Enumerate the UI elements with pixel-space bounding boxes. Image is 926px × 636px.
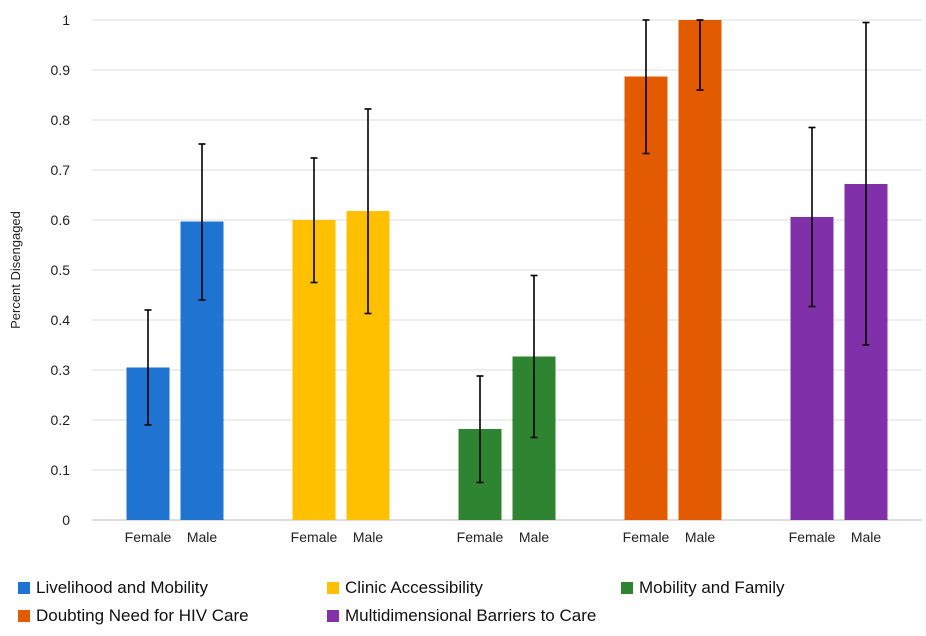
legend-item: Doubting Need for HIV Care xyxy=(18,606,249,626)
y-tick-label: 0.8 xyxy=(51,112,71,128)
legend: Livelihood and Mobility Clinic Accessibi… xyxy=(18,578,918,634)
y-tick-label: 0.6 xyxy=(51,212,71,228)
legend-swatch xyxy=(327,610,339,622)
y-tick-label: 0 xyxy=(62,512,70,528)
y-tick-label: 0.1 xyxy=(51,462,71,478)
x-tick-label: Male xyxy=(685,529,716,545)
y-axis-label: Percent Disengaged xyxy=(8,211,23,329)
legend-label: Mobility and Family xyxy=(639,578,785,597)
y-tick-label: 0.7 xyxy=(51,162,71,178)
y-tick-label: 0.5 xyxy=(51,262,71,278)
legend-label: Doubting Need for HIV Care xyxy=(36,606,249,625)
legend-swatch xyxy=(621,582,633,594)
y-tick-labels: 0 0.1 0.2 0.3 0.4 0.5 0.6 0.7 0.8 0.9 1 xyxy=(51,12,71,528)
legend-swatch xyxy=(18,582,30,594)
legend-item: Clinic Accessibility xyxy=(327,578,483,598)
x-tick-label: Female xyxy=(623,529,670,545)
x-tick-label: Female xyxy=(457,529,504,545)
grid-lines xyxy=(92,19,922,521)
legend-row-1: Livelihood and Mobility Clinic Accessibi… xyxy=(18,578,918,606)
bar xyxy=(678,20,722,520)
x-tick-label: Male xyxy=(187,529,218,545)
x-tick-label: Female xyxy=(125,529,172,545)
legend-item: Multidimensional Barriers to Care xyxy=(327,606,596,626)
legend-item: Mobility and Family xyxy=(621,578,785,598)
y-tick-label: 0.4 xyxy=(51,312,71,328)
legend-row-2: Doubting Need for HIV Care Multidimensio… xyxy=(18,606,918,634)
legend-swatch xyxy=(327,582,339,594)
x-tick-label: Male xyxy=(353,529,384,545)
error-bars xyxy=(144,19,870,484)
x-tick-labels: Female Male Female Male Female Male Female Male… xyxy=(125,529,882,545)
x-tick-label: Female xyxy=(789,529,836,545)
x-tick-label: Female xyxy=(291,529,338,545)
legend-label: Livelihood and Mobility xyxy=(36,578,208,597)
legend-item: Livelihood and Mobility xyxy=(18,578,208,598)
y-tick-label: 0.9 xyxy=(51,62,71,78)
x-tick-label: Male xyxy=(851,529,882,545)
legend-label: Multidimensional Barriers to Care xyxy=(345,606,597,625)
legend-label: Clinic Accessibility xyxy=(345,578,483,597)
x-tick-label: Male xyxy=(519,529,550,545)
legend-swatch xyxy=(18,610,30,622)
y-tick-label: 0.3 xyxy=(51,362,71,378)
bars xyxy=(126,20,888,520)
bar-chart: 0 0.1 0.2 0.3 0.4 0.5 0.6 0.7 0.8 0.9 1 Percent Di… xyxy=(8,12,922,545)
y-tick-label: 0.2 xyxy=(51,412,71,428)
y-tick-label: 1 xyxy=(62,12,70,28)
